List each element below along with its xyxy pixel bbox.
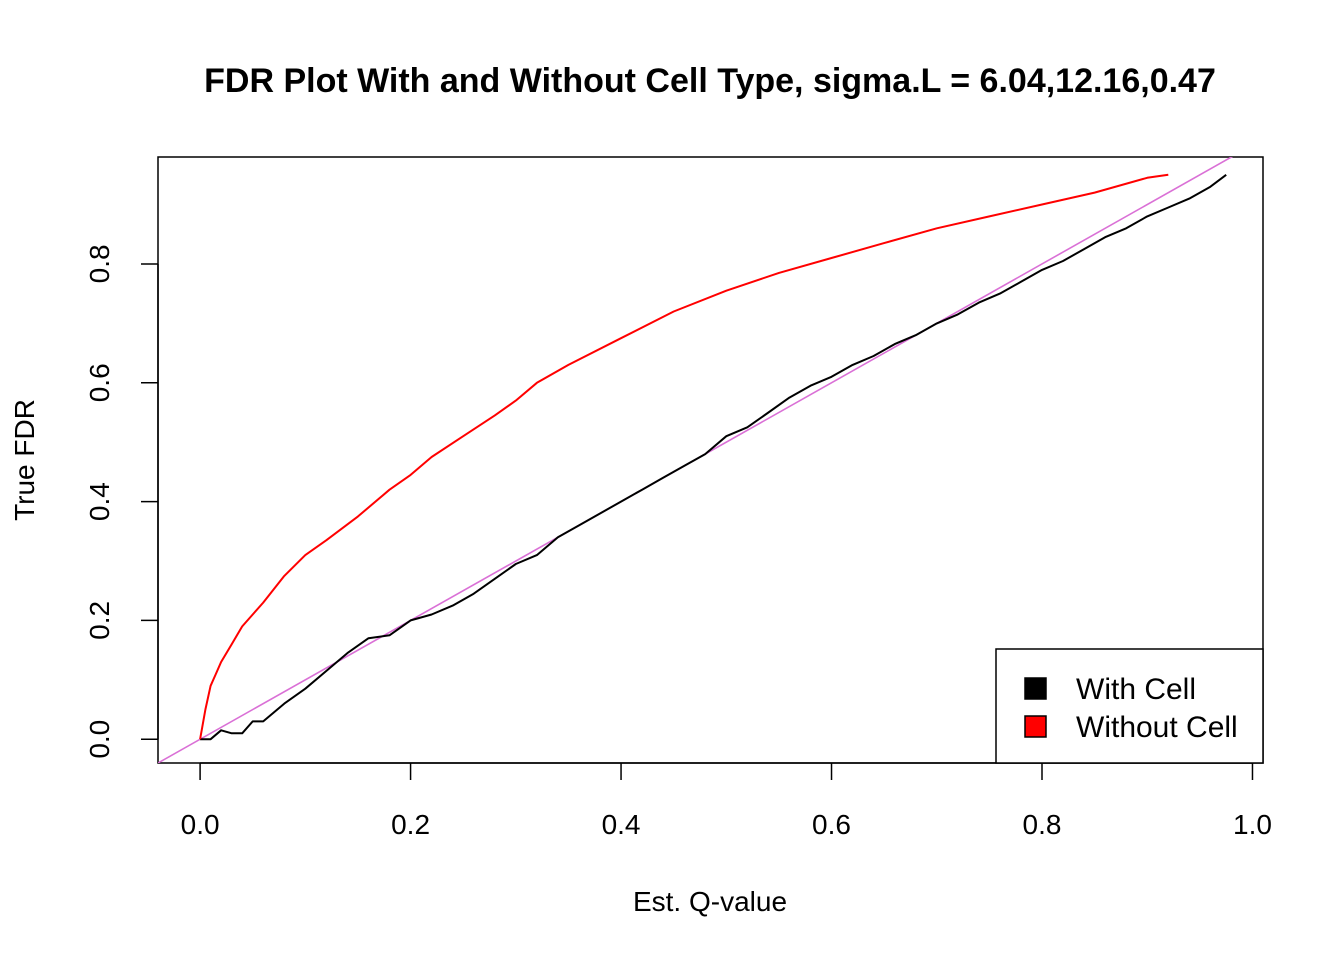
x-tick-label: 0.0: [181, 809, 220, 840]
x-tick-label: 0.2: [391, 809, 430, 840]
y-tick-label: 0.0: [84, 720, 115, 759]
y-tick-label: 0.8: [84, 244, 115, 283]
y-tick-label: 0.2: [84, 601, 115, 640]
y-tick-label: 0.6: [84, 363, 115, 402]
y-tick-label: 0.4: [84, 482, 115, 521]
x-tick-label: 0.8: [1023, 809, 1062, 840]
legend-box: [995, 648, 1264, 764]
legend-label-with-cell: With Cell: [1076, 673, 1196, 706]
identity-reference-line: [158, 157, 1234, 763]
x-tick-label: 1.0: [1233, 809, 1272, 840]
legend-swatch-without-cell: [1024, 715, 1047, 738]
series-line-without-cell: [199, 173, 1169, 740]
series-line-with-cell: [200, 174, 1227, 741]
chart-title: FDR Plot With and Without Cell Type, sig…: [204, 62, 1216, 100]
legend: With Cell Without Cell: [995, 648, 1264, 764]
y-axis-label: True FDR: [9, 399, 40, 521]
legend-swatch-with-cell: [1024, 677, 1047, 700]
x-tick-label: 0.6: [812, 809, 851, 840]
y-axis: 0.0 0.2 0.4 0.6 0.8: [84, 244, 159, 759]
legend-label-without-cell: Without Cell: [1076, 711, 1238, 744]
x-axis: 0.0 0.2 0.4 0.6 0.8 1.0: [181, 762, 1272, 840]
x-tick-label: 0.4: [602, 809, 641, 840]
x-axis-label: Est. Q-value: [633, 886, 787, 917]
